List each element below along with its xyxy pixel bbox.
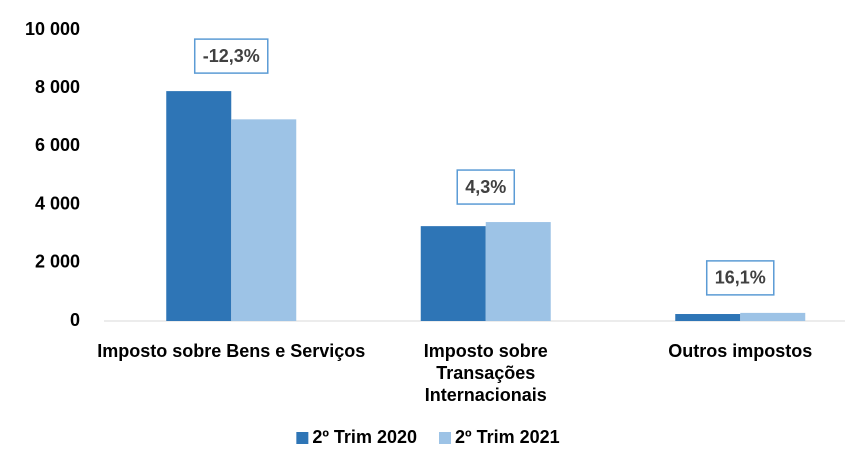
legend-swatch xyxy=(439,432,451,444)
annotation-box xyxy=(456,169,516,205)
x-tick-label: Outros impostos xyxy=(668,341,813,361)
y-tick-label: 4 000 xyxy=(35,193,80,213)
annotation-box xyxy=(193,38,269,74)
y-tick-label: 6 000 xyxy=(35,135,80,155)
legend-swatch xyxy=(296,432,309,444)
y-tick-label: 2 000 xyxy=(35,252,80,272)
legend-label: 2º Trim 2021 xyxy=(455,427,560,447)
x-tick-label: Imposto sobre Bens e Serviços xyxy=(97,341,366,361)
bar xyxy=(166,91,232,321)
bar xyxy=(740,312,806,321)
bar xyxy=(485,222,551,321)
y-tick-label: 10 000 xyxy=(25,19,80,39)
x-tick-label: Imposto sobre Transações Internacionais xyxy=(423,341,548,405)
annotation-box xyxy=(705,260,775,296)
annotation: -12,3% xyxy=(203,46,260,66)
y-tick-label: 0 xyxy=(70,310,80,330)
y-tick-label: 8 000 xyxy=(35,77,80,97)
bar xyxy=(231,119,297,321)
annotation: 4,3% xyxy=(465,177,506,197)
annotation: 16,1% xyxy=(715,268,766,288)
legend-label: 2º Trim 2020 xyxy=(312,427,417,447)
bar xyxy=(420,226,486,321)
bar xyxy=(675,314,741,321)
